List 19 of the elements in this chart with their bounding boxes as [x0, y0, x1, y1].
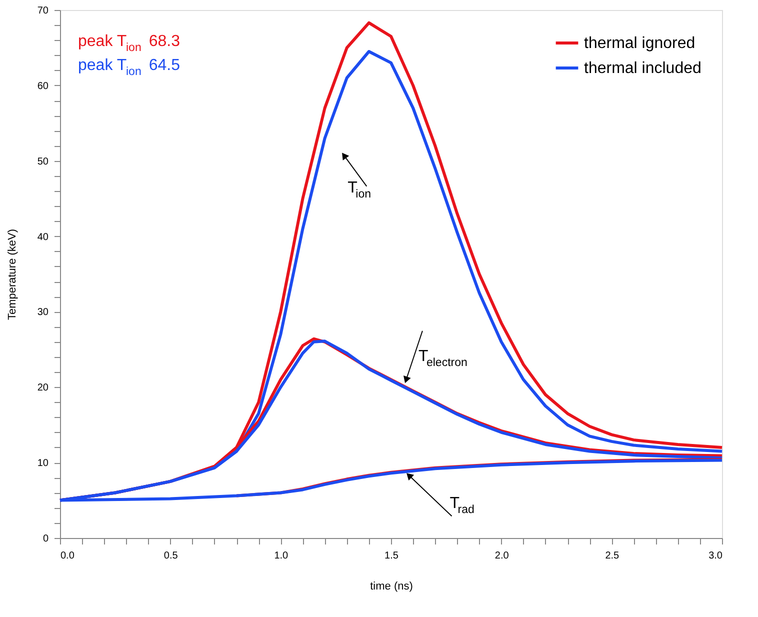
- y-tick-label: 70: [37, 6, 49, 16]
- x-tick-label: 1.5: [384, 550, 399, 562]
- legend-label: thermal included: [584, 60, 702, 77]
- y-tick-label: 20: [37, 382, 49, 394]
- y-tick-label: 10: [37, 458, 49, 470]
- y-tick-label: 40: [37, 232, 49, 243]
- x-tick-label: 1.0: [274, 550, 289, 562]
- x-tick-label: 2.0: [494, 550, 510, 562]
- y-tick-label: 50: [37, 156, 49, 168]
- x-tick-label: 2.5: [605, 550, 620, 562]
- y-axis-title: Temperature (keV): [6, 228, 18, 320]
- x-tick-label: 0.0: [60, 550, 75, 562]
- x-tick-label: 0.5: [164, 550, 178, 562]
- x-axis-title: time (ns): [370, 580, 413, 592]
- y-tick-label: 30: [37, 307, 49, 318]
- x-tick-label: 3.0: [708, 550, 723, 562]
- y-tick-label: 0: [42, 534, 49, 544]
- legend-label: thermal ignored: [584, 35, 696, 52]
- y-tick-label: 60: [37, 80, 49, 92]
